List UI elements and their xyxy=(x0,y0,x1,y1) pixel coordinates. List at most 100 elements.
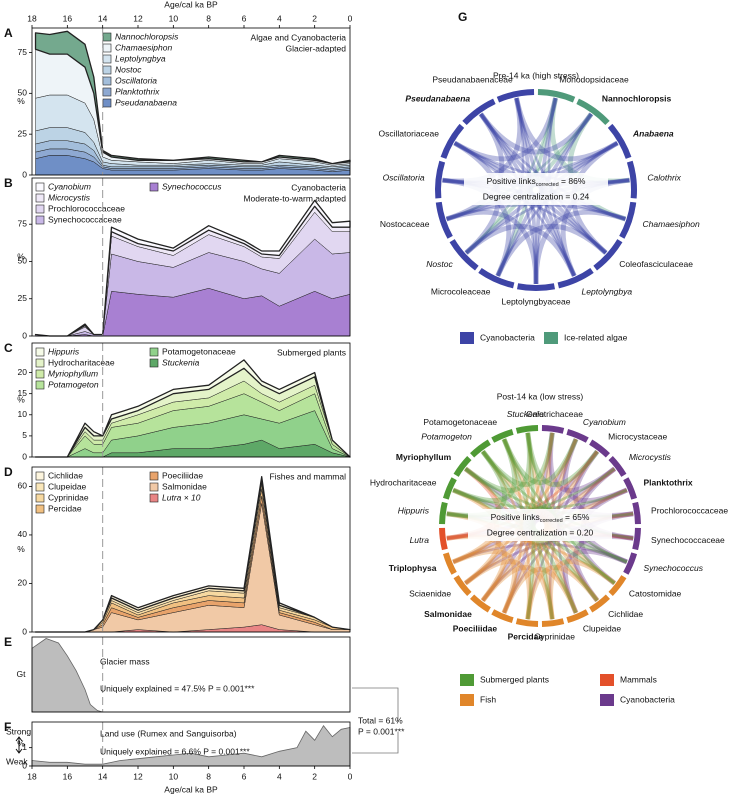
legend-swatch xyxy=(102,43,112,53)
y-tick-label: 50 xyxy=(18,256,28,266)
x-tick-label: 16 xyxy=(63,771,73,781)
panel-title: Cyanobacteria xyxy=(291,182,346,192)
ring-segment xyxy=(541,618,565,627)
positive-links-subscript: corrected xyxy=(536,182,559,188)
y-tick-label: 0 xyxy=(22,330,27,340)
ring-segment xyxy=(515,425,539,434)
ring-segment xyxy=(491,609,514,624)
x-tick-label: 8 xyxy=(206,13,211,23)
legend-swatch xyxy=(35,504,45,514)
positive-links-text: Positive links xyxy=(491,512,540,522)
legend-label: Chamaesiphon xyxy=(115,42,172,52)
y-tick-label: 20 xyxy=(18,367,28,377)
positive-links-subscript: corrected xyxy=(540,518,563,524)
ring-segment xyxy=(462,98,496,126)
node-label: Coleofasciculaceae xyxy=(619,259,693,269)
x-tick-label: 10 xyxy=(169,13,179,23)
node-label: Leptolyngbyaceae xyxy=(501,296,570,306)
chord xyxy=(452,548,518,614)
legend-label: Cyanobium xyxy=(48,181,91,191)
ring-segment xyxy=(439,527,448,551)
node-label: Oscillatoria xyxy=(383,173,425,183)
y-tick-label: 60 xyxy=(18,481,28,491)
legend-label: Cichlidae xyxy=(48,470,83,480)
y-tick-label: 15 xyxy=(18,388,28,398)
y-axis-label: % xyxy=(17,251,25,261)
legend-label: Salmonidae xyxy=(162,481,207,491)
chord xyxy=(452,438,518,504)
chord xyxy=(463,432,532,494)
node-label: Stuckenia xyxy=(507,409,545,419)
chord xyxy=(533,209,627,285)
node-label: Nannochloropsis xyxy=(602,94,672,104)
chord xyxy=(548,432,617,494)
node-label: Catostomidae xyxy=(629,588,682,598)
ring-segment xyxy=(593,239,623,271)
ring-segment xyxy=(442,552,457,575)
chord xyxy=(463,558,532,620)
node-label: Calothrix xyxy=(647,173,681,183)
chord xyxy=(562,548,628,614)
legend-label: Cyanobacteria xyxy=(620,694,675,704)
legend-swatch xyxy=(460,332,474,344)
ring-segment xyxy=(496,89,535,103)
plot-frame xyxy=(31,636,351,713)
y-tick-label: 25 xyxy=(18,293,28,303)
ring-segment xyxy=(440,123,465,159)
annotation: Uniquely explained = 6.6% P = 0.001*** xyxy=(100,746,250,756)
legend-swatch xyxy=(149,347,159,357)
legend-swatch xyxy=(460,674,474,686)
x-tick-label: 2 xyxy=(312,13,317,23)
x-tick-label: 0 xyxy=(348,13,353,23)
y-tick-label: 40 xyxy=(18,529,28,539)
x-tick-label: 0 xyxy=(348,771,353,781)
ring-segment xyxy=(626,160,637,199)
node-label: Microcystis xyxy=(629,452,672,462)
y-axis-label: % xyxy=(17,544,25,554)
ring-segment xyxy=(557,267,594,289)
chord xyxy=(501,438,579,485)
degree-centralization: Degree centralization = 0.24 xyxy=(483,191,590,201)
y-tick-label: 75 xyxy=(18,47,28,57)
ring-segment xyxy=(576,98,610,126)
legend-label: Submerged plants xyxy=(480,674,549,684)
legend-label: Cyprinidae xyxy=(48,492,89,502)
y-tick-label: 0 xyxy=(22,169,27,179)
x-tick-label: 4 xyxy=(277,771,282,781)
chord xyxy=(446,534,508,603)
positive-links-text: Positive links xyxy=(487,176,536,186)
total-label: P = 0.001*** xyxy=(358,726,405,736)
ring-segment xyxy=(439,501,448,525)
node-label: Chamaesiphon xyxy=(643,219,700,229)
legend-swatch xyxy=(460,694,474,706)
chord xyxy=(572,449,634,518)
legend-label: Oscillatoria xyxy=(115,75,157,85)
ring-segment xyxy=(449,239,479,271)
legend-label: Prochlorococcaceae xyxy=(48,203,125,213)
legend-swatch xyxy=(35,204,45,214)
node-label: Microcoleaceae xyxy=(431,287,491,297)
chord xyxy=(480,564,555,620)
legend-swatch xyxy=(35,215,45,225)
x-tick-label: 8 xyxy=(206,771,211,781)
legend-label: Potamogetonaceae xyxy=(162,346,236,356)
legend-label: Potamogeton xyxy=(48,379,99,389)
ring-segment xyxy=(435,160,446,199)
y-tick-label: 0 xyxy=(22,760,27,770)
y-axis-label: % xyxy=(17,738,25,748)
x-tick-label: 12 xyxy=(133,771,143,781)
node-label: Hippuris xyxy=(398,506,430,516)
y-axis-label: Gt xyxy=(17,669,27,679)
ring-segment xyxy=(619,201,637,239)
chord xyxy=(452,542,628,564)
node-label: Percidae xyxy=(508,631,544,641)
scale-arrow xyxy=(15,736,23,754)
node-label: Prochlorococcaceae xyxy=(651,506,728,516)
legend-swatch xyxy=(35,347,45,357)
chord xyxy=(446,449,508,518)
ring-segment xyxy=(515,618,539,627)
node-label: Synechococcaceae xyxy=(651,535,725,545)
x-tick-label: 18 xyxy=(27,771,37,781)
panel-title: Moderate-to-warm adapted xyxy=(243,193,346,203)
bracket xyxy=(352,687,399,754)
